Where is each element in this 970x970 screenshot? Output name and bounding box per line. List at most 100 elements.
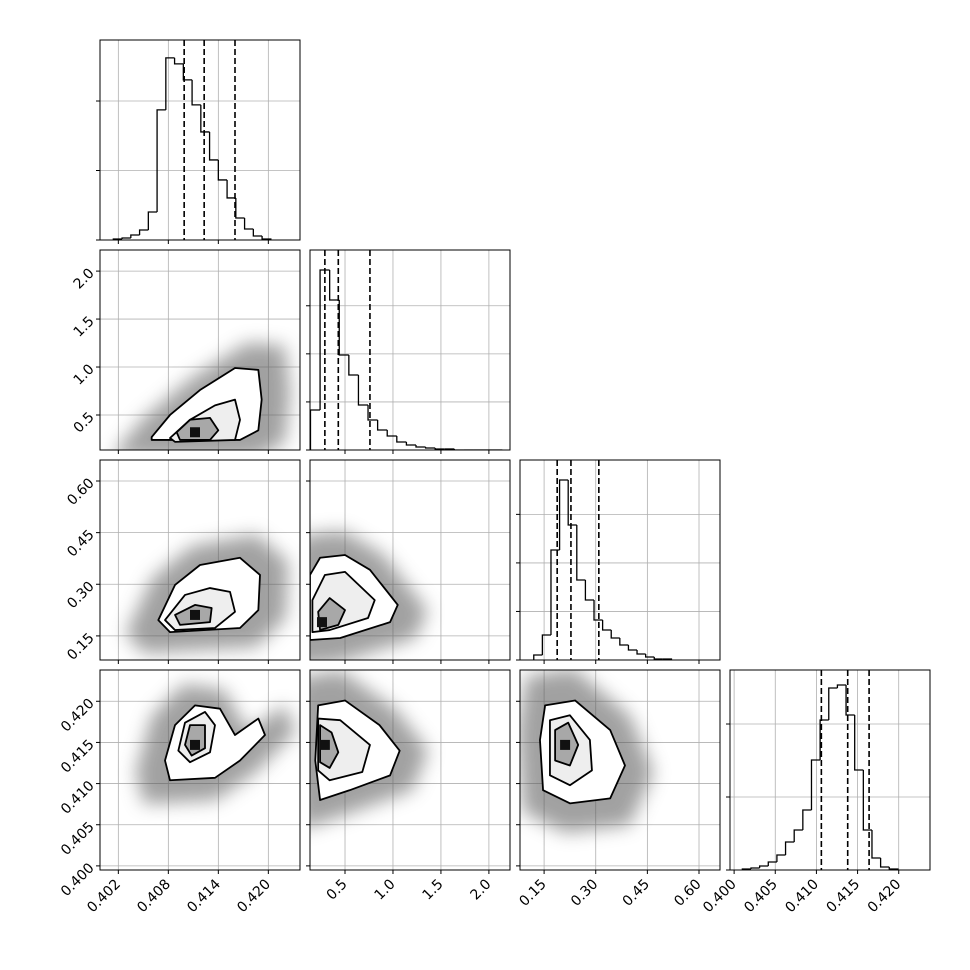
histogram-bin	[434, 447, 445, 450]
histogram-bin	[619, 638, 629, 646]
y-tick-label: 0.45	[64, 527, 97, 560]
density-peak	[316, 617, 327, 628]
histogram-bin	[121, 237, 131, 240]
y-tick-label: 0.415	[58, 737, 98, 777]
x-tick-label: 0.414	[184, 876, 224, 916]
plot-area	[100, 250, 300, 450]
histogram-bin	[601, 620, 612, 631]
panel-frame	[309, 459, 511, 661]
y-tick-label: 0.405	[58, 819, 98, 859]
density-peak	[190, 609, 200, 620]
histogram-bin	[338, 300, 349, 356]
plot-area	[310, 460, 510, 660]
histogram-bin	[226, 179, 236, 199]
histogram-bin	[810, 759, 821, 810]
density-panel	[306, 459, 511, 664]
histogram-bin	[793, 829, 803, 842]
histogram-bin	[576, 525, 586, 581]
histogram-bin	[357, 375, 369, 406]
histogram-panel: 0.400 0.405 0.410 0.415 0.420	[700, 669, 931, 916]
panel-frame	[309, 249, 511, 451]
histogram-bin	[627, 645, 638, 651]
histogram-bin	[802, 809, 812, 830]
plot-area	[310, 250, 510, 450]
x-tick-label: 1.5	[420, 876, 447, 903]
histogram-bin	[828, 687, 838, 720]
density-peak	[319, 739, 330, 750]
density-panel: 0.5 1.0 1.5 2.0	[71, 249, 301, 454]
histogram-bin	[836, 684, 847, 689]
histogram-bin	[243, 217, 254, 230]
plot-area	[100, 670, 300, 870]
plot-area	[100, 460, 300, 660]
histogram-bin	[217, 159, 228, 181]
plot-area	[310, 670, 510, 870]
x-tick-label: 1.0	[372, 876, 399, 903]
histogram-bin	[138, 229, 149, 235]
histogram-bin	[879, 858, 890, 868]
histogram-bin	[610, 630, 620, 639]
plot-area	[100, 40, 300, 240]
panel-frame	[519, 459, 721, 661]
histogram-panel	[306, 249, 511, 454]
histogram-bin	[567, 480, 577, 526]
histogram-bin	[784, 841, 795, 855]
x-tick-label: 0.410	[782, 876, 822, 916]
histogram-bin	[252, 229, 263, 237]
histogram-bin	[208, 131, 219, 161]
histogram-bin	[584, 580, 595, 601]
y-tick-label: 0.15	[64, 630, 97, 663]
panel-frame	[99, 669, 301, 871]
x-tick-label: 0.420	[234, 876, 274, 916]
y-tick-label: 0.30	[64, 579, 97, 612]
x-tick-label: 0.420	[865, 876, 905, 916]
y-tick-label: 2.0	[71, 265, 98, 292]
panel-frame	[99, 39, 301, 241]
density-peak	[190, 427, 200, 438]
density-panel: 0.15 0.30 0.45 0.60	[64, 459, 301, 664]
x-tick-label: 0.400	[700, 876, 740, 916]
histogram-bin	[644, 653, 655, 658]
histogram-bin	[533, 654, 543, 660]
histogram-bin	[173, 57, 184, 65]
x-tick-label: 0.402	[84, 876, 124, 916]
histogram-bin	[653, 656, 663, 660]
histogram-panel	[516, 459, 721, 664]
y-tick-label: 0.60	[64, 475, 97, 508]
x-tick-label: 0.408	[134, 876, 174, 916]
panel-frame	[99, 459, 301, 661]
y-tick-label: 0.410	[58, 778, 98, 818]
plot-area	[520, 460, 720, 660]
histogram-bin	[776, 854, 786, 862]
histogram-bin	[396, 436, 407, 443]
plot-area	[730, 670, 930, 870]
density-panel: 0.402 0.408 0.414 0.4200.4000.4050.4100.415…	[58, 669, 301, 916]
histogram-bin	[845, 684, 855, 716]
histogram-bin	[147, 211, 158, 230]
histogram-bin	[453, 448, 464, 450]
histogram-bin	[819, 719, 829, 760]
panel-frame	[729, 669, 931, 871]
histogram-bin	[541, 634, 551, 655]
histogram-bin	[156, 109, 166, 212]
histogram-bin	[424, 447, 436, 449]
y-tick-label: 0.5	[71, 409, 98, 436]
y-tick-label: 1.0	[71, 361, 98, 388]
histogram-bin	[329, 270, 340, 301]
histogram-bin	[767, 861, 777, 866]
plot-area	[520, 670, 720, 870]
x-tick-label: 0.5	[324, 876, 351, 903]
histogram-bin	[636, 650, 646, 655]
density-peak	[560, 739, 571, 750]
histogram-bin	[558, 479, 569, 550]
y-tick-label: 0.420	[58, 696, 98, 736]
x-tick-label: 0.415	[824, 876, 864, 916]
y-tick-label: 1.5	[71, 313, 98, 340]
histogram-bin	[191, 79, 201, 106]
histogram-bin	[871, 830, 881, 859]
panel-frame	[519, 669, 721, 871]
histogram-bin	[862, 770, 872, 831]
histogram-bin	[235, 197, 245, 219]
